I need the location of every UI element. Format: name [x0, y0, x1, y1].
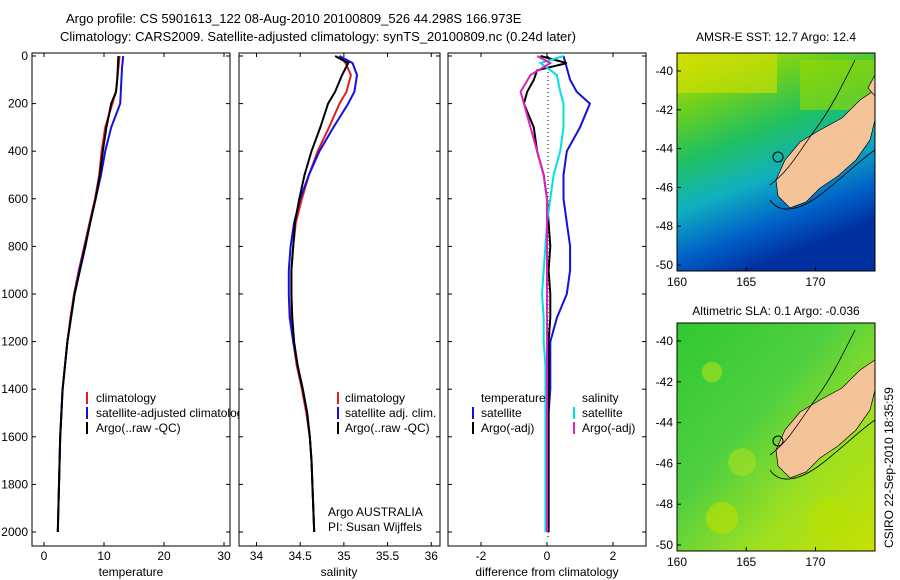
sla-map-frame: [676, 322, 876, 552]
salinity-axes: [238, 52, 441, 547]
y-tick-label: 2000: [1, 525, 28, 539]
sst-map: AMSR-E SST: 12.7 Argo: 12.4 160 165 170 -40…: [656, 30, 876, 289]
legend-salinity-head: salinity: [582, 391, 619, 405]
y-tick-label: 1400: [1, 382, 28, 396]
legend-salinity-argo: Argo(-adj): [582, 421, 635, 435]
x-tick-label: 34: [250, 549, 264, 563]
temperature-legend: climatology satellite-adjusted climatolo…: [86, 391, 249, 435]
difference-xlabel: difference from climatology: [475, 565, 618, 579]
map-y-tick-label: -42: [656, 375, 674, 389]
map-x-tick-label: 170: [805, 555, 825, 569]
sla-map-title: Altimetric SLA: 0.1 Argo: -0.036: [692, 304, 860, 318]
temperature-axes: [31, 52, 231, 547]
map-x-tick-label: 165: [736, 275, 756, 289]
sst-map-frame: [676, 52, 876, 272]
title-line2: Climatology: CARS2009. Satellite-adjuste…: [60, 29, 576, 44]
y-tick-label: 0: [21, 49, 28, 63]
map-y-tick-label: -48: [656, 219, 674, 233]
x-tick-label: 35.5: [376, 549, 400, 563]
series-line-temperature-argo-adj-: [522, 55, 568, 532]
legend-argo: Argo(..raw -QC): [96, 421, 181, 435]
map-y-tick-label: -50: [656, 538, 674, 552]
x-tick-label: 0: [544, 549, 551, 563]
map-x-tick-label: 165: [736, 555, 756, 569]
x-tick-label: 35: [337, 549, 351, 563]
salinity-xlabel: salinity: [321, 565, 358, 579]
y-tick-label: 1600: [1, 430, 28, 444]
salinity-legend: climatology satellite adj. clim. Argo(..…: [337, 391, 436, 435]
y-tick-label: 400: [8, 144, 28, 158]
temperature-panel: 0 200 400 600 800 1000 1200 1400 1600 1800 2000 0 10…: [1, 49, 249, 579]
series-line-salinity-satellite: [538, 55, 565, 532]
x-tick-label: 0: [41, 549, 48, 563]
sla-float-marker: [772, 435, 784, 447]
title-line1: Argo profile: CS 5901613_122 08-Aug-2010…: [66, 11, 522, 26]
map-y-tick-label: -44: [656, 416, 674, 430]
sst-map-title: AMSR-E SST: 12.7 Argo: 12.4: [696, 30, 856, 44]
temperature-xlabel: temperature: [99, 565, 164, 579]
x-tick-label: 30: [217, 549, 231, 563]
y-tick-label: 1200: [1, 335, 28, 349]
map-y-tick-label: -50: [656, 258, 674, 272]
difference-legend: temperature satellite Argo(-adj) salinit…: [472, 391, 635, 435]
argo-australia-annotation: Argo AUSTRALIA: [328, 505, 423, 519]
csiro-timestamp: CSIRO 22-Sep-2010 18:35:59: [882, 387, 896, 548]
y-tick-label: 1800: [1, 477, 28, 491]
map-y-tick-label: -48: [656, 497, 674, 511]
difference-panel: -2 0 2 difference from climatology tempera…: [447, 52, 647, 579]
x-tick-label: 34.5: [288, 549, 312, 563]
salinity-panel: 34 34.5 35 35.5 36 salinity climatology sate…: [238, 52, 441, 579]
y-tick-label: 600: [8, 192, 28, 206]
x-tick-label: 36: [425, 549, 439, 563]
legend-climatology: climatology: [345, 391, 405, 405]
map-x-tick-label: 160: [667, 555, 687, 569]
map-y-tick-label: -46: [656, 180, 674, 194]
legend-argo: Argo(..raw -QC): [345, 421, 430, 435]
map-y-tick-label: -40: [656, 64, 674, 78]
y-tick-label: 800: [8, 239, 28, 253]
x-tick-label: -2: [476, 549, 487, 563]
legend-temperature-head: temperature: [481, 391, 546, 405]
legend-salinity-satellite: satellite: [582, 406, 623, 420]
legend-satellite-adjusted: satellite-adjusted climatology: [96, 406, 249, 420]
sst-float-marker: [772, 151, 784, 163]
south-island-land: [775, 89, 875, 209]
legend-temperature-satellite: satellite: [481, 406, 522, 420]
pi-annotation: PI: Susan Wijffels: [328, 520, 422, 534]
map-y-tick-label: -40: [656, 334, 674, 348]
map-y-tick-label: -42: [656, 103, 674, 117]
x-tick-label: 2: [610, 549, 617, 563]
legend-temperature-argo: Argo(-adj): [481, 421, 534, 435]
y-tick-label: 200: [8, 97, 28, 111]
x-tick-label: 20: [157, 549, 171, 563]
north-island-land-edge: [867, 74, 875, 97]
sla-map: Altimetric SLA: 0.1 Argo: -0.036 160 165 1…: [656, 304, 876, 569]
x-tick-label: 10: [97, 549, 111, 563]
series-line-salinity-argo-adj-: [519, 55, 553, 532]
map-y-tick-label: -46: [656, 456, 674, 470]
map-y-tick-label: -44: [656, 142, 674, 156]
legend-climatology: climatology: [96, 391, 156, 405]
series-line-argo-raw-qc-: [290, 55, 350, 533]
y-tick-label: 1000: [1, 287, 28, 301]
legend-satellite-adj: satellite adj. clim.: [345, 406, 436, 420]
south-island-land: [775, 359, 875, 479]
map-x-tick-label: 160: [667, 275, 687, 289]
map-x-tick-label: 170: [805, 275, 825, 289]
series-line-argo-raw-qc-: [56, 55, 120, 533]
